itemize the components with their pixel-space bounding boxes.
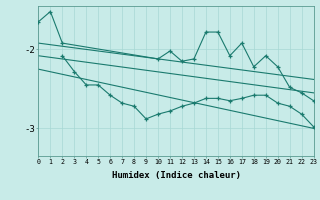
X-axis label: Humidex (Indice chaleur): Humidex (Indice chaleur): [111, 171, 241, 180]
